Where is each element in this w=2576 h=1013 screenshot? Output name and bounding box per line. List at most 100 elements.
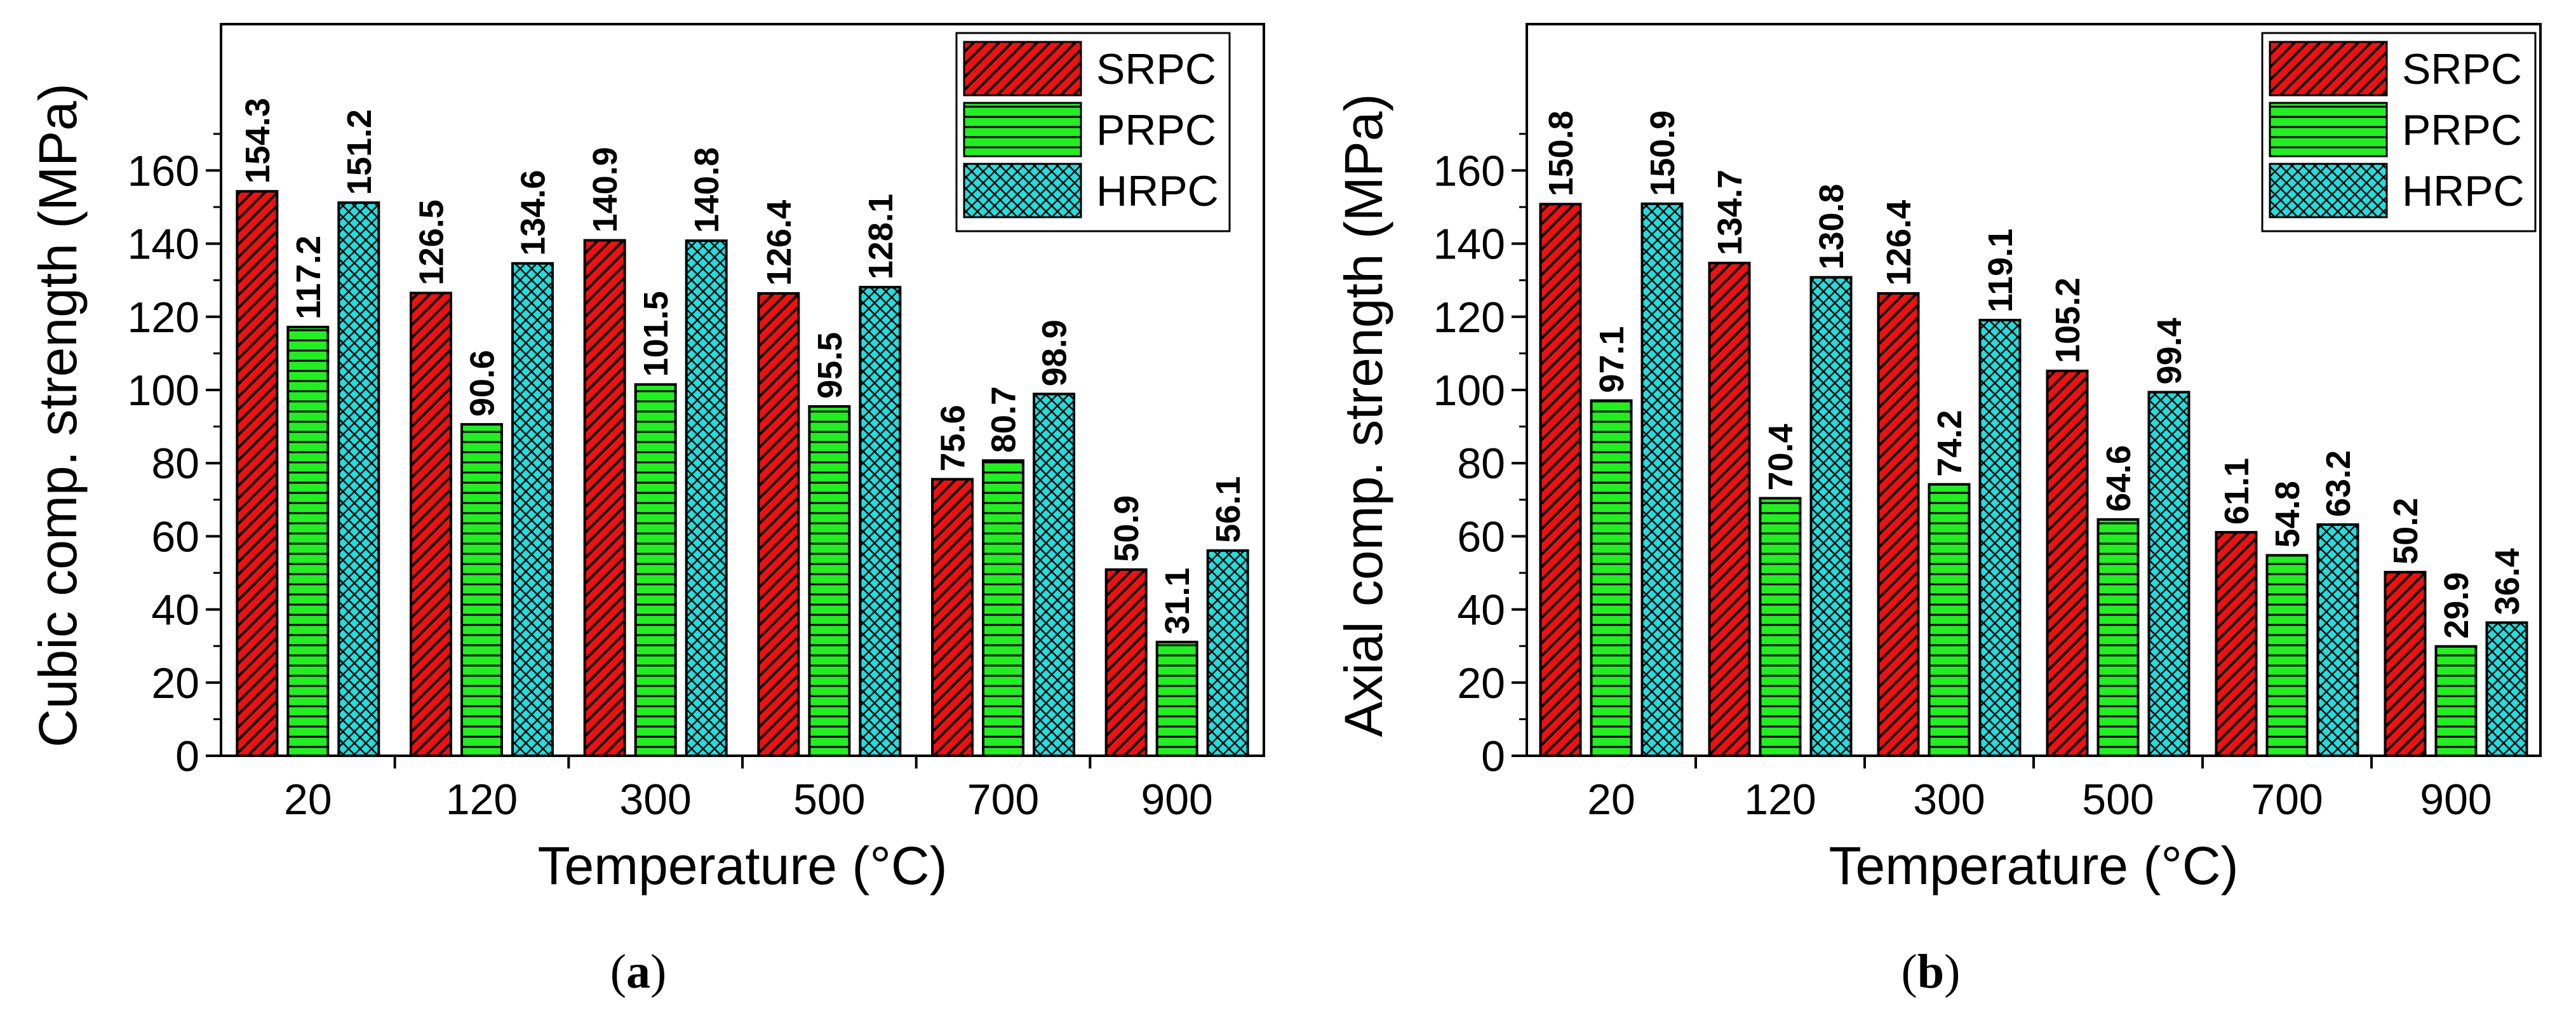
bar-prpc-300 [634, 383, 677, 757]
y-axis-title: Cubic comp. strength (MPa) [28, 83, 88, 748]
data-label-hrpc-900: 36.4 [2488, 548, 2526, 615]
bar-prpc-900 [1155, 640, 1198, 758]
legend-label-prpc: PRPC [1096, 106, 1216, 154]
bar-srpc-120 [1708, 262, 1751, 757]
data-label-prpc-20: 117.2 [290, 236, 328, 319]
bar-hrpc-20 [1640, 202, 1684, 758]
x-axis-title: Temperature (°C) [537, 836, 947, 896]
data-label-hrpc-120: 130.8 [1813, 184, 1851, 269]
data-label-prpc-300: 101.5 [637, 291, 675, 377]
bar-prpc-700 [982, 459, 1024, 758]
x-tick-label-500: 500 [2082, 775, 2154, 824]
y-tick-label-60: 60 [151, 513, 199, 561]
bar-srpc-700 [931, 478, 974, 757]
y-tick-label-100: 100 [1433, 366, 1505, 415]
data-label-srpc-300: 126.4 [1880, 200, 1918, 286]
bar-prpc-20 [286, 325, 330, 757]
data-label-srpc-700: 61.1 [2218, 458, 2256, 525]
legend-swatch-hrpc [2269, 163, 2388, 218]
bar-srpc-300 [1877, 292, 1920, 758]
bar-srpc-20 [1539, 203, 1582, 757]
bar-srpc-20 [236, 190, 279, 757]
y-tick-label-20: 20 [151, 659, 199, 708]
y-tick-label-120: 120 [128, 293, 199, 342]
data-label-hrpc-500: 128.1 [862, 194, 900, 279]
caption-close-paren: ) [1944, 945, 1960, 998]
bar-srpc-120 [410, 292, 452, 757]
y-tick-label-0: 0 [1481, 732, 1505, 781]
data-label-prpc-120: 90.6 [464, 350, 502, 417]
caption-open-paren: ( [1902, 945, 1917, 998]
y-tick-label-80: 80 [151, 439, 199, 488]
y-tick-label-40: 40 [1457, 586, 1505, 634]
y-tick-label-120: 120 [1433, 293, 1505, 342]
data-label-srpc-120: 126.5 [413, 199, 451, 285]
bar-srpc-900 [1104, 568, 1148, 757]
bar-prpc-300 [1928, 483, 1971, 757]
panel-caption: (b) [1902, 945, 1961, 998]
data-label-prpc-700: 80.7 [985, 386, 1023, 453]
x-axis-title: Temperature (°C) [1828, 836, 2238, 896]
bar-hrpc-120 [1809, 276, 1853, 758]
data-label-srpc-20: 150.8 [1542, 111, 1580, 196]
data-label-hrpc-300: 119.1 [1982, 229, 2020, 312]
bar-srpc-900 [2384, 570, 2427, 758]
legend-swatch-prpc [2269, 102, 2388, 158]
panel-caption: (a) [610, 945, 667, 998]
data-label-prpc-500: 64.6 [2100, 445, 2138, 512]
data-label-hrpc-500: 99.4 [2150, 318, 2189, 384]
x-tick-label-120: 120 [446, 775, 518, 824]
data-label-hrpc-900: 56.1 [1209, 476, 1247, 543]
x-tick-label-900: 900 [1141, 775, 1212, 824]
y-tick-label-140: 140 [1433, 220, 1505, 269]
bar-hrpc-900 [1206, 549, 1249, 757]
legend-label-srpc: SRPC [2402, 45, 2522, 93]
x-tick-label-300: 300 [1913, 775, 1985, 824]
x-tick-label-120: 120 [1744, 775, 1816, 824]
x-tick-label-20: 20 [1587, 775, 1635, 824]
bar-prpc-700 [2265, 554, 2309, 757]
data-label-prpc-20: 97.1 [1593, 326, 1631, 393]
legend: SRPC PRPC HRPC [955, 32, 1231, 232]
y-tick-label-100: 100 [128, 366, 199, 415]
bar-prpc-120 [460, 423, 503, 757]
y-tick-label-40: 40 [151, 586, 199, 634]
data-label-prpc-300: 74.2 [1931, 410, 1969, 476]
legend-swatch-prpc [963, 102, 1082, 158]
bar-hrpc-900 [2485, 621, 2528, 757]
caption-letter: b [1917, 945, 1944, 998]
caption-open-paren: ( [610, 945, 626, 998]
legend-swatch-srpc [2269, 41, 2388, 97]
y-tick-label-60: 60 [1457, 513, 1505, 561]
x-tick-label-500: 500 [793, 775, 865, 824]
data-label-srpc-500: 105.2 [2049, 278, 2087, 363]
data-label-hrpc-700: 63.2 [2319, 450, 2358, 517]
bar-hrpc-700 [1033, 392, 1075, 757]
data-label-prpc-900: 31.1 [1158, 568, 1197, 634]
data-label-srpc-700: 75.6 [934, 405, 972, 471]
bar-hrpc-700 [2316, 523, 2359, 758]
bar-hrpc-300 [1978, 318, 2022, 757]
bar-srpc-500 [2046, 370, 2089, 757]
bar-srpc-500 [757, 292, 800, 758]
x-tick-label-300: 300 [619, 775, 691, 824]
bar-srpc-300 [583, 239, 626, 757]
data-label-srpc-500: 126.4 [760, 200, 798, 286]
legend-label-hrpc: HRPC [2402, 167, 2525, 215]
data-label-srpc-300: 140.9 [586, 147, 624, 232]
caption-letter: a [626, 945, 650, 998]
bar-hrpc-500 [859, 286, 902, 758]
chart-panel-b: 150.8 97.1 150.9 20 134.7 70.4 130.8 120 126.4 74… [1334, 23, 2542, 998]
data-label-hrpc-700: 98.9 [1036, 319, 1074, 386]
y-axis-title: Axial comp. strength (MPa) [1334, 93, 1393, 737]
bar-hrpc-300 [685, 239, 728, 757]
bar-prpc-500 [808, 405, 851, 757]
legend-label-hrpc: HRPC [1096, 167, 1219, 215]
data-label-srpc-900: 50.2 [2387, 498, 2425, 565]
legend-swatch-hrpc [963, 163, 1082, 218]
data-label-srpc-900: 50.9 [1108, 495, 1146, 562]
bar-prpc-500 [2096, 518, 2140, 757]
bar-srpc-700 [2215, 531, 2258, 758]
